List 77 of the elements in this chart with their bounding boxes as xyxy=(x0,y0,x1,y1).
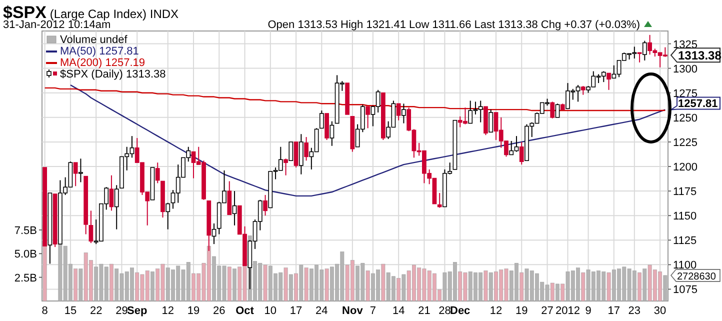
y-tick-label: 1100 xyxy=(673,260,697,272)
x-tick-label: 29 xyxy=(116,305,128,317)
x-tick-label: Sep xyxy=(127,305,148,317)
candlestick xyxy=(319,110,324,129)
candlestick xyxy=(488,109,494,133)
x-tick-label: 10 xyxy=(264,305,277,317)
candlestick xyxy=(78,158,83,183)
x-tick-label: 26 xyxy=(213,305,226,317)
candlestick xyxy=(294,141,298,168)
candlestick xyxy=(284,158,288,176)
candlestick xyxy=(88,210,94,244)
candlestick xyxy=(155,162,160,184)
y-tick-label: 1175 xyxy=(673,186,697,198)
candlestick xyxy=(263,194,268,216)
x-tick-label: 12 xyxy=(490,305,502,317)
candlestick xyxy=(637,52,642,63)
x-tick-label: 24 xyxy=(316,305,328,317)
y2-tick-label: 2.5B xyxy=(14,272,37,284)
y2-tick-label: 7.5B xyxy=(14,224,37,237)
x-tick-label: 30 xyxy=(654,305,666,317)
text: 2728630 xyxy=(677,271,716,282)
x-tick-label: 17 xyxy=(608,305,620,317)
x-tick-label: Oct xyxy=(236,305,254,317)
candlestick xyxy=(366,106,370,129)
x-tick-label: 8 xyxy=(42,305,48,317)
candlestick xyxy=(606,72,611,90)
x-tick-label: 15 xyxy=(64,305,77,317)
legend-label: Volume undef xyxy=(60,34,128,46)
y-tick-label: 1125 xyxy=(673,235,697,248)
candlestick xyxy=(519,141,524,166)
x-tick-label: 12 xyxy=(162,305,174,317)
text: Open 1313.53 High 1321.41 Low 1311.66 Last 1313.38 Chg +0.37 (+0.03%) xyxy=(268,19,640,31)
x-tick-label: 28 xyxy=(438,305,451,317)
candlestick xyxy=(73,162,78,187)
candlestick xyxy=(227,180,232,216)
y-tick-label: 1275 xyxy=(673,88,698,100)
candlestick xyxy=(114,184,119,230)
candlestick xyxy=(304,136,308,162)
candlestick xyxy=(437,192,442,208)
candlestick xyxy=(550,101,555,119)
text: 1257.81 xyxy=(678,98,718,110)
candlestick xyxy=(330,120,334,146)
y-tick-label: 1225 xyxy=(673,136,698,149)
line-series xyxy=(70,84,666,197)
x-tick-label: 22 xyxy=(90,305,102,317)
candlestick xyxy=(642,40,647,61)
x-tick-label: 14 xyxy=(392,305,405,317)
x-tick-label: Nov xyxy=(342,305,364,317)
x-tick-label: 2012 xyxy=(556,305,580,317)
x-tick-label: 27 xyxy=(541,305,554,317)
x-tick-label: 23 xyxy=(628,305,641,317)
y-tick-label: 1150 xyxy=(673,210,697,223)
x-tick-label: 17 xyxy=(290,305,302,317)
x-tick-label: 9 xyxy=(585,305,592,317)
legend-label: MA(50) 1257.81 xyxy=(60,46,139,58)
y2-tick-label: 5.0B xyxy=(14,248,37,261)
y-tick-label: 1300 xyxy=(673,63,698,76)
legend-label: $SPX (Daily) 1313.38 xyxy=(60,68,166,80)
candlestick xyxy=(555,103,560,118)
chart-subtitle: 31-Jan-2012 10:14am xyxy=(3,19,111,31)
y-tick-label: 1250 xyxy=(673,112,698,124)
candlestick xyxy=(298,134,304,175)
x-tick-label: 7 xyxy=(370,305,376,317)
x-tick-label: Dec xyxy=(450,305,470,317)
x-tick-label: 19 xyxy=(516,305,528,317)
candlestick xyxy=(109,174,114,212)
x-tick-label: 21 xyxy=(418,305,430,317)
candlestick xyxy=(396,103,401,121)
legend-label: MA(200) 1257.19 xyxy=(60,57,145,69)
y-tick-label: 1075 xyxy=(673,284,698,296)
candlestick xyxy=(166,202,170,230)
candlestick xyxy=(288,142,294,161)
x-tick-label: 19 xyxy=(187,305,200,317)
candlestick xyxy=(402,103,406,124)
candlestick xyxy=(232,190,237,226)
candlestick xyxy=(212,222,216,245)
y-tick-label: 1200 xyxy=(673,161,698,174)
